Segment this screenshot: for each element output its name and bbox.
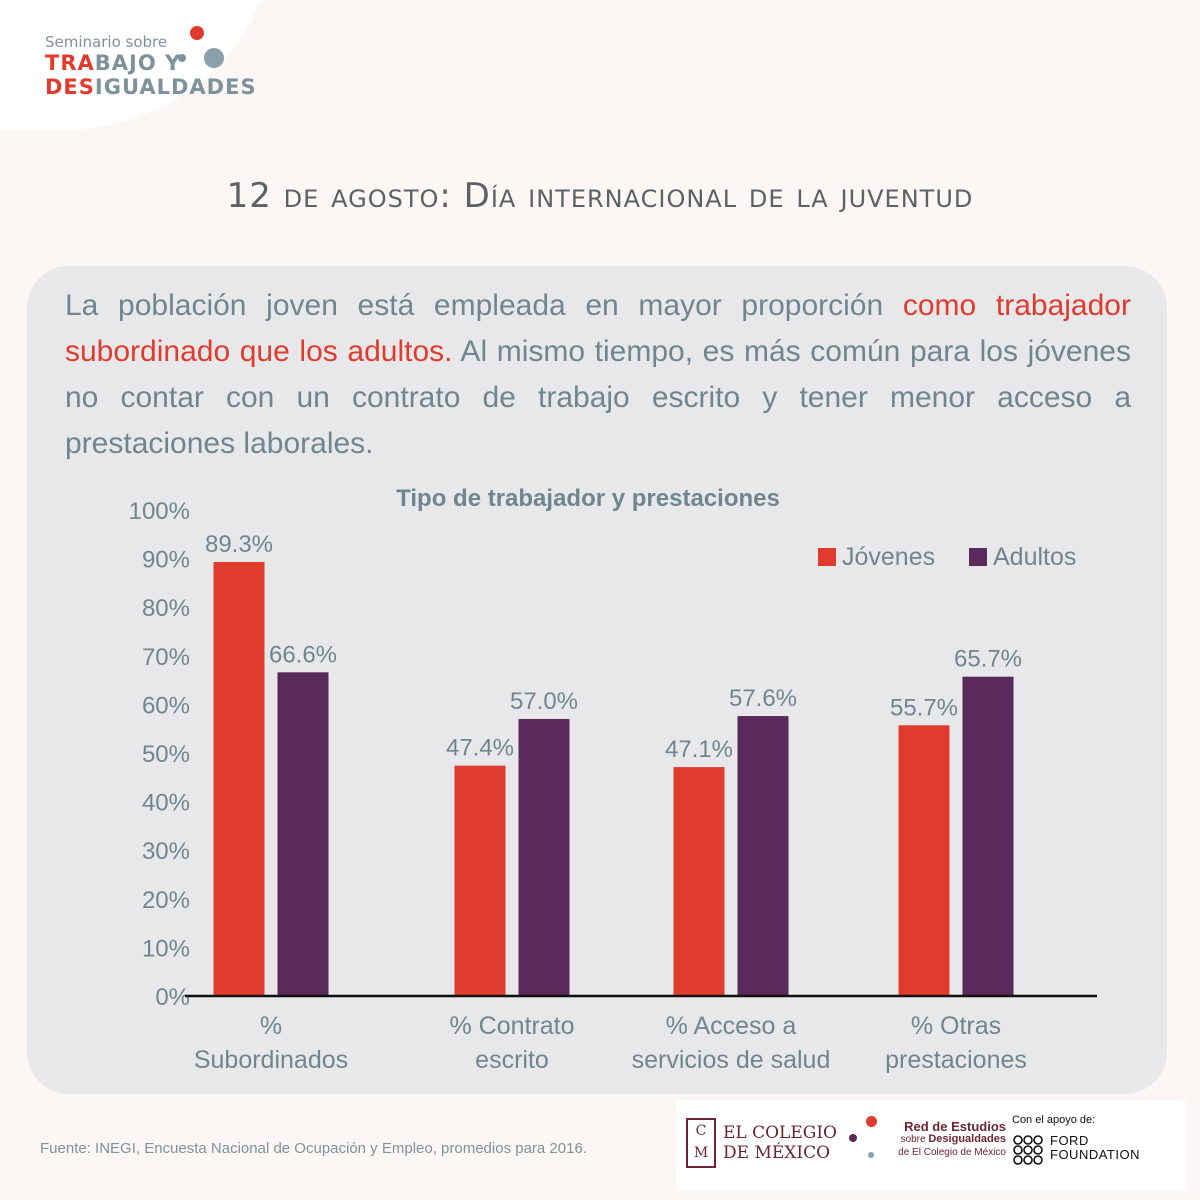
- data-label: 66.6%: [269, 641, 337, 668]
- x-tick-label: % Acceso a: [666, 1012, 797, 1040]
- intro-paragraph: La población joven está empleada en mayo…: [65, 283, 1131, 467]
- y-tick-label: 0%: [155, 984, 190, 1011]
- x-tick-label: servicios de salud: [632, 1046, 831, 1074]
- grey-dot-icon: [868, 1152, 874, 1158]
- x-tick-label: % Otras: [911, 1012, 1001, 1040]
- red-line-2: sobre Desigualdades: [886, 1133, 1006, 1146]
- colmex-line-2: DE MÉXICO: [723, 1143, 831, 1163]
- brand-dots-icon: [170, 24, 230, 74]
- source-note: Fuente: INEGI, Encuesta Nacional de Ocup…: [40, 1140, 587, 1157]
- page-title: 12 de agosto: Día internacional de la ju…: [226, 176, 974, 216]
- partner-logos: C M EL COLEGIO DE MÉXICO Red de Estudios…: [676, 1100, 1186, 1190]
- x-tick-label: escrito: [475, 1046, 549, 1074]
- brand-line-2-rest: BAJO Y: [94, 51, 182, 76]
- purple-dot-icon: [849, 1134, 857, 1142]
- red-estudios-text: Red de Estudios sobre Desigualdades de E…: [886, 1120, 1006, 1159]
- y-tick-label: 70%: [142, 644, 190, 671]
- bar-jovenes: [898, 725, 950, 996]
- brand-line-3: DESIGUALDADES: [45, 75, 257, 99]
- legend-swatch-adultos: [969, 548, 987, 566]
- y-tick-label: 20%: [142, 887, 190, 914]
- y-tick-label: 80%: [142, 595, 190, 622]
- red-line-2-pre: sobre: [900, 1134, 929, 1145]
- red-dot-icon: [866, 1116, 877, 1127]
- ford-support-label: Con el apoyo de:: [1012, 1114, 1096, 1126]
- ford-line-1: FORD: [1050, 1133, 1089, 1148]
- bar-adultos: [962, 676, 1014, 996]
- bar-jovenes: [213, 562, 265, 996]
- bar-chart: Tipo de trabajador y prestaciones 0% 10% 20…: [129, 485, 1097, 1074]
- bar-jovenes: [673, 767, 725, 996]
- y-tick-label: 10%: [142, 935, 190, 962]
- red-line-3: de El Colegio de México: [898, 1147, 1006, 1158]
- x-tick-label: prestaciones: [885, 1046, 1027, 1074]
- brand-line-3-rest: IGUALDADES: [94, 75, 257, 100]
- red-line-1: Red de Estudios: [904, 1119, 1006, 1134]
- bar-adultos: [737, 716, 789, 996]
- ford-foundation-logo: Con el apoyo de: FORD FOUNDATION: [1012, 1114, 1139, 1165]
- data-label: 89.3%: [205, 531, 273, 558]
- y-tick-label: 50%: [142, 741, 190, 768]
- intro-highlight: como trabajador subordinado que los adul…: [65, 289, 1131, 368]
- ford-line-2: FOUNDATION: [1050, 1147, 1140, 1162]
- intro-text-1: La población joven está empleada en mayo…: [65, 289, 903, 322]
- data-label: 57.0%: [510, 688, 578, 715]
- brand-line-1: Seminario sobre: [45, 33, 168, 51]
- colmex-mark-bottom: M: [693, 1145, 709, 1161]
- colmex-mark-icon: C M: [686, 1118, 716, 1168]
- colmex-mark-top: C: [695, 1123, 707, 1139]
- colmex-name: EL COLEGIO DE MÉXICO: [723, 1123, 837, 1163]
- data-label: 47.1%: [665, 736, 733, 763]
- data-label: 55.7%: [890, 694, 958, 721]
- brand-line-3-red: DES: [45, 75, 95, 100]
- y-tick-label: 40%: [142, 790, 190, 817]
- intro-text-2: Al mismo tiempo, es más común para los j…: [65, 335, 1131, 460]
- x-tick-label: % Contrato: [449, 1012, 574, 1040]
- legend-label: Adultos: [993, 543, 1076, 571]
- x-tick-label: Subordinados: [194, 1046, 348, 1074]
- legend-label: Jóvenes: [842, 543, 935, 571]
- colmex-line-1: EL COLEGIO: [723, 1123, 837, 1143]
- x-tick-label: %: [260, 1012, 282, 1040]
- brand-line-2-red: TRA: [45, 51, 95, 76]
- ford-name: FORD FOUNDATION: [1050, 1134, 1140, 1162]
- y-tick-label: 30%: [142, 838, 190, 865]
- data-label: 57.6%: [729, 685, 797, 712]
- chart-title: Tipo de trabajador y prestaciones: [396, 485, 780, 512]
- y-tick-label: 90%: [142, 547, 190, 574]
- legend-swatch-jovenes: [818, 548, 836, 566]
- bar-adultos: [518, 718, 570, 996]
- bar-adultos: [277, 672, 329, 996]
- y-tick-label: 100%: [129, 498, 190, 525]
- data-label: 65.7%: [954, 646, 1022, 673]
- data-label: 47.4%: [446, 735, 514, 762]
- ford-foundation-icon: [1013, 1135, 1043, 1165]
- bar-jovenes: [454, 765, 506, 996]
- red-line-2-bold: Desigualdades: [928, 1133, 1006, 1145]
- brand-logo: Seminario sobre TRABAJO Y DESIGUALDADES: [45, 33, 257, 100]
- colmex-logo: C M EL COLEGIO DE MÉXICO: [686, 1118, 837, 1168]
- y-tick-label: 60%: [142, 692, 190, 719]
- brand-line-2: TRABAJO Y: [45, 51, 257, 75]
